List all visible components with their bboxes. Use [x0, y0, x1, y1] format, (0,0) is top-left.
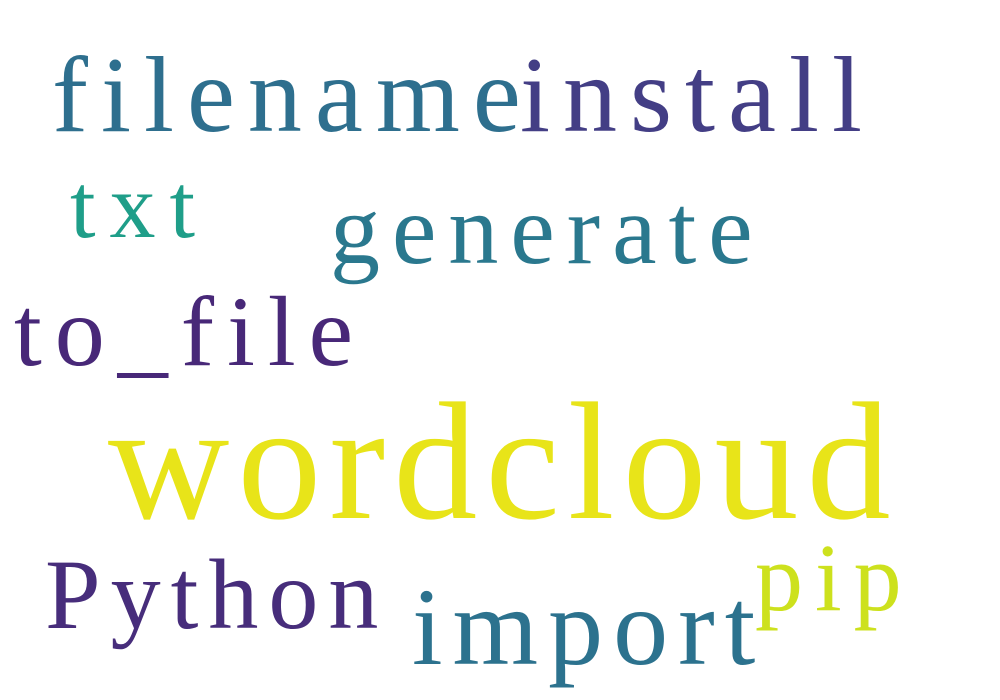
word-install: install [520, 36, 875, 155]
word-import: import [412, 566, 766, 688]
word-python: Python [45, 539, 389, 650]
word-pip: pip [755, 524, 914, 631]
word-generate: generate [330, 174, 765, 285]
word-filename: filename [52, 36, 534, 155]
word-to-file: to_file [14, 276, 367, 387]
word-txt: txt [70, 155, 210, 257]
word-wordcloud: wordcloud [108, 369, 899, 555]
